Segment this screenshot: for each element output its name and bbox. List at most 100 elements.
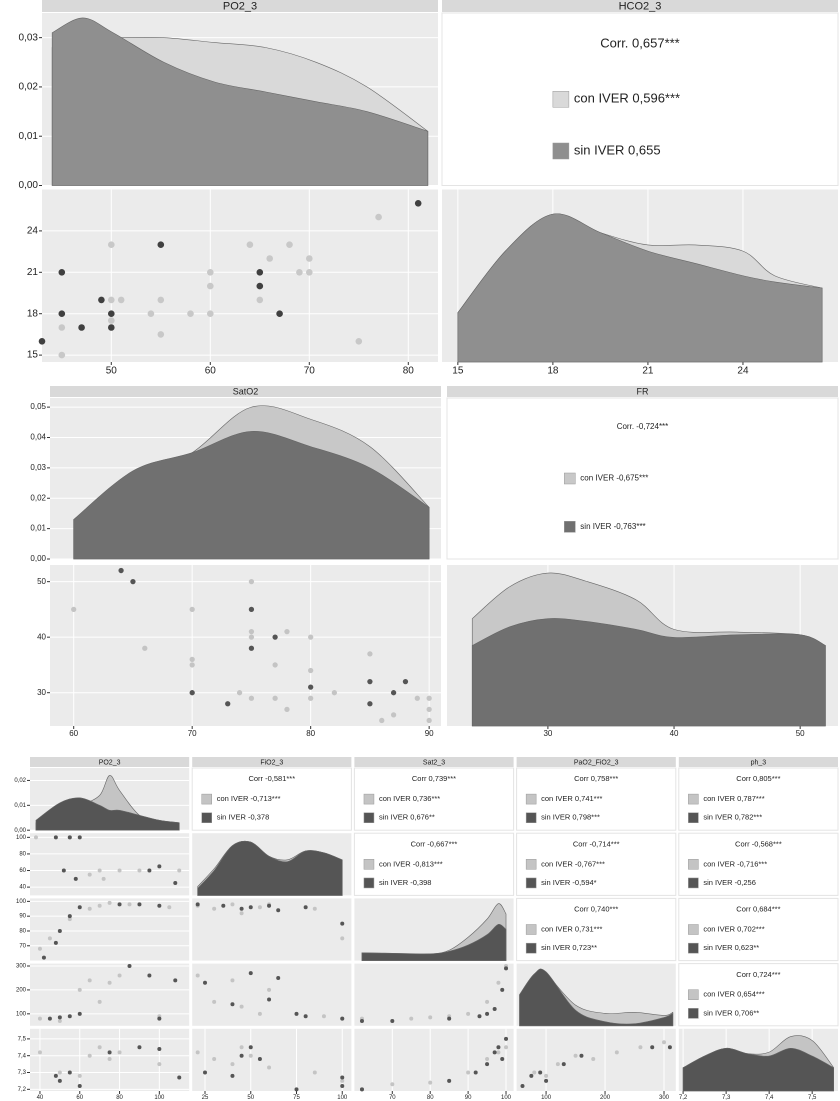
- y-tick-label: 40: [37, 632, 46, 641]
- y-tick-label: 30: [37, 688, 46, 697]
- density-area: [457, 213, 823, 363]
- x-tick-label: 60: [76, 1095, 83, 1101]
- corr-panel: [678, 767, 839, 831]
- strip-label: PO2_3: [99, 759, 121, 766]
- point: [77, 835, 82, 840]
- point: [108, 324, 115, 331]
- y-tick-label: 100: [16, 1011, 27, 1017]
- point: [321, 1014, 326, 1019]
- legend-swatch: [363, 812, 375, 824]
- density-area: [682, 1047, 834, 1092]
- point: [57, 1019, 62, 1024]
- point: [57, 1015, 62, 1020]
- legend-label: sin IVER 0,782***: [703, 813, 762, 822]
- point: [492, 1050, 497, 1055]
- x-tick-label: 15: [452, 366, 464, 377]
- point: [272, 695, 278, 701]
- legend-swatch: [552, 142, 570, 160]
- panel-bg: [354, 1028, 514, 1091]
- corr-panel: [446, 397, 839, 560]
- point: [157, 241, 165, 248]
- x-tick-label: 40: [37, 1095, 44, 1101]
- point: [308, 695, 314, 701]
- point: [256, 269, 264, 276]
- strip: [50, 386, 441, 397]
- point: [189, 690, 195, 696]
- point: [173, 880, 178, 885]
- panel-bg: [30, 898, 190, 961]
- point: [37, 1016, 42, 1021]
- corr-title: Corr -0,581***: [248, 774, 295, 783]
- legend-label: sin IVER -0,763***: [580, 522, 645, 531]
- point: [504, 1036, 509, 1041]
- point: [359, 1087, 364, 1092]
- point: [248, 1053, 253, 1058]
- point: [239, 1004, 244, 1009]
- x-tick-label: 70: [389, 1095, 396, 1101]
- corr-panel: [678, 832, 839, 896]
- point: [230, 1062, 235, 1067]
- point: [500, 987, 505, 992]
- density-area: [73, 431, 430, 560]
- point: [77, 1073, 82, 1078]
- point: [267, 1065, 272, 1070]
- point: [662, 1040, 667, 1045]
- point: [520, 1083, 525, 1088]
- legend-label: con IVER 0,736***: [379, 794, 440, 803]
- point: [117, 973, 122, 978]
- point: [308, 634, 314, 640]
- legend-swatch: [363, 793, 375, 805]
- legend-swatch: [525, 924, 537, 935]
- point: [167, 905, 172, 910]
- y-tick-label: 0,02: [19, 82, 39, 93]
- x-tick-label: 18: [547, 366, 559, 377]
- point: [296, 269, 303, 276]
- point: [267, 997, 272, 1002]
- point: [367, 701, 373, 707]
- y-tick-label: 80: [19, 929, 26, 935]
- point: [428, 1080, 433, 1085]
- legend-swatch: [688, 877, 699, 889]
- point: [303, 1014, 308, 1019]
- point: [340, 936, 345, 941]
- x-tick-label: 90: [465, 1095, 472, 1101]
- legend-swatch: [363, 877, 375, 889]
- x-tick-label: 50: [247, 1095, 254, 1101]
- y-tick-label: 0,04: [30, 433, 46, 442]
- corr-panel: [678, 897, 839, 962]
- point: [504, 966, 509, 971]
- strip-label: PaO2_FiO2_3: [574, 759, 619, 766]
- point: [256, 282, 264, 290]
- legend-swatch: [363, 859, 375, 870]
- corr-title: Corr 0,740***: [574, 905, 618, 914]
- legend-swatch: [688, 924, 699, 935]
- point: [67, 917, 72, 922]
- point: [492, 1007, 497, 1012]
- corr-panel: [441, 12, 839, 186]
- point: [246, 241, 254, 248]
- point: [248, 634, 255, 640]
- point: [538, 1070, 543, 1075]
- point: [466, 1011, 471, 1016]
- point: [118, 567, 124, 574]
- point: [428, 1015, 433, 1020]
- legend-label: con IVER 0,741***: [541, 794, 602, 803]
- point: [573, 1053, 578, 1058]
- point: [248, 628, 255, 635]
- y-tick-label: 0,03: [19, 32, 39, 43]
- x-tick-label: 90: [425, 729, 434, 738]
- point: [379, 717, 385, 724]
- point: [257, 1011, 262, 1016]
- point: [108, 241, 115, 248]
- legend-swatch: [688, 942, 699, 954]
- point: [157, 1046, 162, 1051]
- point: [189, 606, 195, 613]
- point: [97, 903, 102, 908]
- point: [426, 717, 432, 724]
- point: [77, 905, 82, 910]
- point: [485, 999, 490, 1004]
- point: [267, 987, 272, 992]
- legend-label: con IVER -0,713***: [217, 794, 281, 803]
- legend-label: con IVER 0,731***: [541, 924, 602, 933]
- corr-panel: [353, 767, 515, 831]
